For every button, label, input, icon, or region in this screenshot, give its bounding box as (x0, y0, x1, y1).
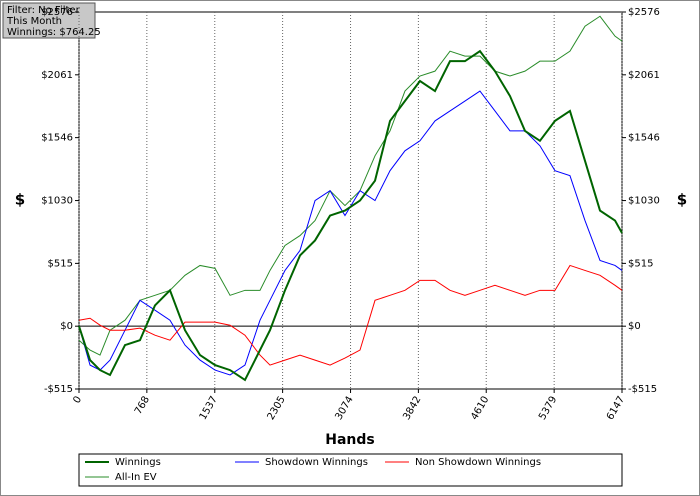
y2-tick-label: $0 (628, 321, 641, 332)
y2-tick-label: $2576 (628, 7, 660, 18)
series-line (78, 49, 623, 382)
info-text: Filter: No Filter (7, 5, 81, 16)
y-tick-label: $1030 (41, 196, 73, 207)
info-text: This Month (6, 16, 62, 27)
info-text: Winnings: $764.25 (7, 27, 101, 38)
legend (78, 453, 623, 487)
info-box (2, 2, 96, 39)
x-tick-label: 0 (71, 395, 84, 406)
y-tick-label: $2576 (41, 7, 73, 18)
x-axis-label: Hands (325, 432, 375, 448)
legend-label: All-In EV (115, 472, 157, 483)
y2-tick-label: -$515 (628, 384, 657, 395)
y-tick-label: $0 (60, 321, 73, 332)
series-line (78, 90, 623, 376)
series-line (78, 15, 623, 356)
y-tick-label: $515 (48, 258, 73, 269)
y2-tick-label: $2061 (628, 70, 660, 81)
y-tick-label: -$515 (44, 384, 73, 395)
y-tick-label: $1546 (41, 133, 73, 144)
series-line (78, 264, 623, 366)
y-tick-label: $2061 (41, 70, 73, 81)
y2-tick-label: $1030 (628, 196, 660, 207)
y2-tick-label: $1546 (628, 133, 660, 144)
legend-label: Non Showdown Winnings (415, 457, 541, 468)
legend-label: Winnings (115, 457, 161, 468)
y2-tick-label: $515 (628, 258, 653, 269)
y-axis-label: $ (15, 191, 25, 209)
y2-axis-label: $ (677, 191, 687, 209)
legend-label: Showdown Winnings (265, 457, 368, 468)
